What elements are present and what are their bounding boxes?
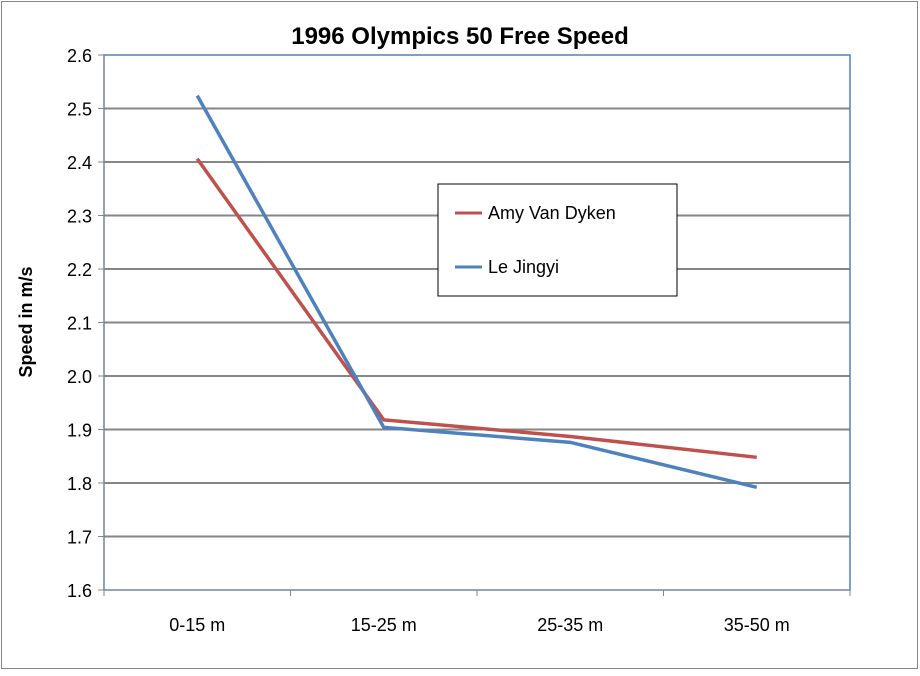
y-tick-label: 1.6 [67,581,92,601]
x-tick-label: 15-25 m [351,615,417,635]
y-tick-label: 2.4 [67,153,92,173]
x-tick-label: 35-50 m [724,615,790,635]
y-tick-label: 1.9 [67,421,92,441]
y-tick-label: 2.2 [67,260,92,280]
legend-label-le-jingyi: Le Jingyi [488,257,559,277]
x-tick-label: 0-15 m [169,615,225,635]
legend-label-amy-van-dyken: Amy Van Dyken [488,203,616,223]
legend-box [438,184,677,296]
y-tick-label: 2.5 [67,100,92,120]
chart-title: 1996 Olympics 50 Free Speed [291,23,629,50]
legend: Amy Van Dyken Le Jingyi [438,184,677,296]
y-tick-label: 2.6 [67,46,92,66]
y-axis-label: Speed in m/s [16,266,36,377]
y-tick-label: 1.8 [67,474,92,494]
y-tick-label: 1.7 [67,528,92,548]
y-tick-label: 2.1 [67,314,92,334]
y-tick-label: 2.0 [67,367,92,387]
y-tick-label: 2.3 [67,207,92,227]
x-tick-label: 25-35 m [537,615,603,635]
